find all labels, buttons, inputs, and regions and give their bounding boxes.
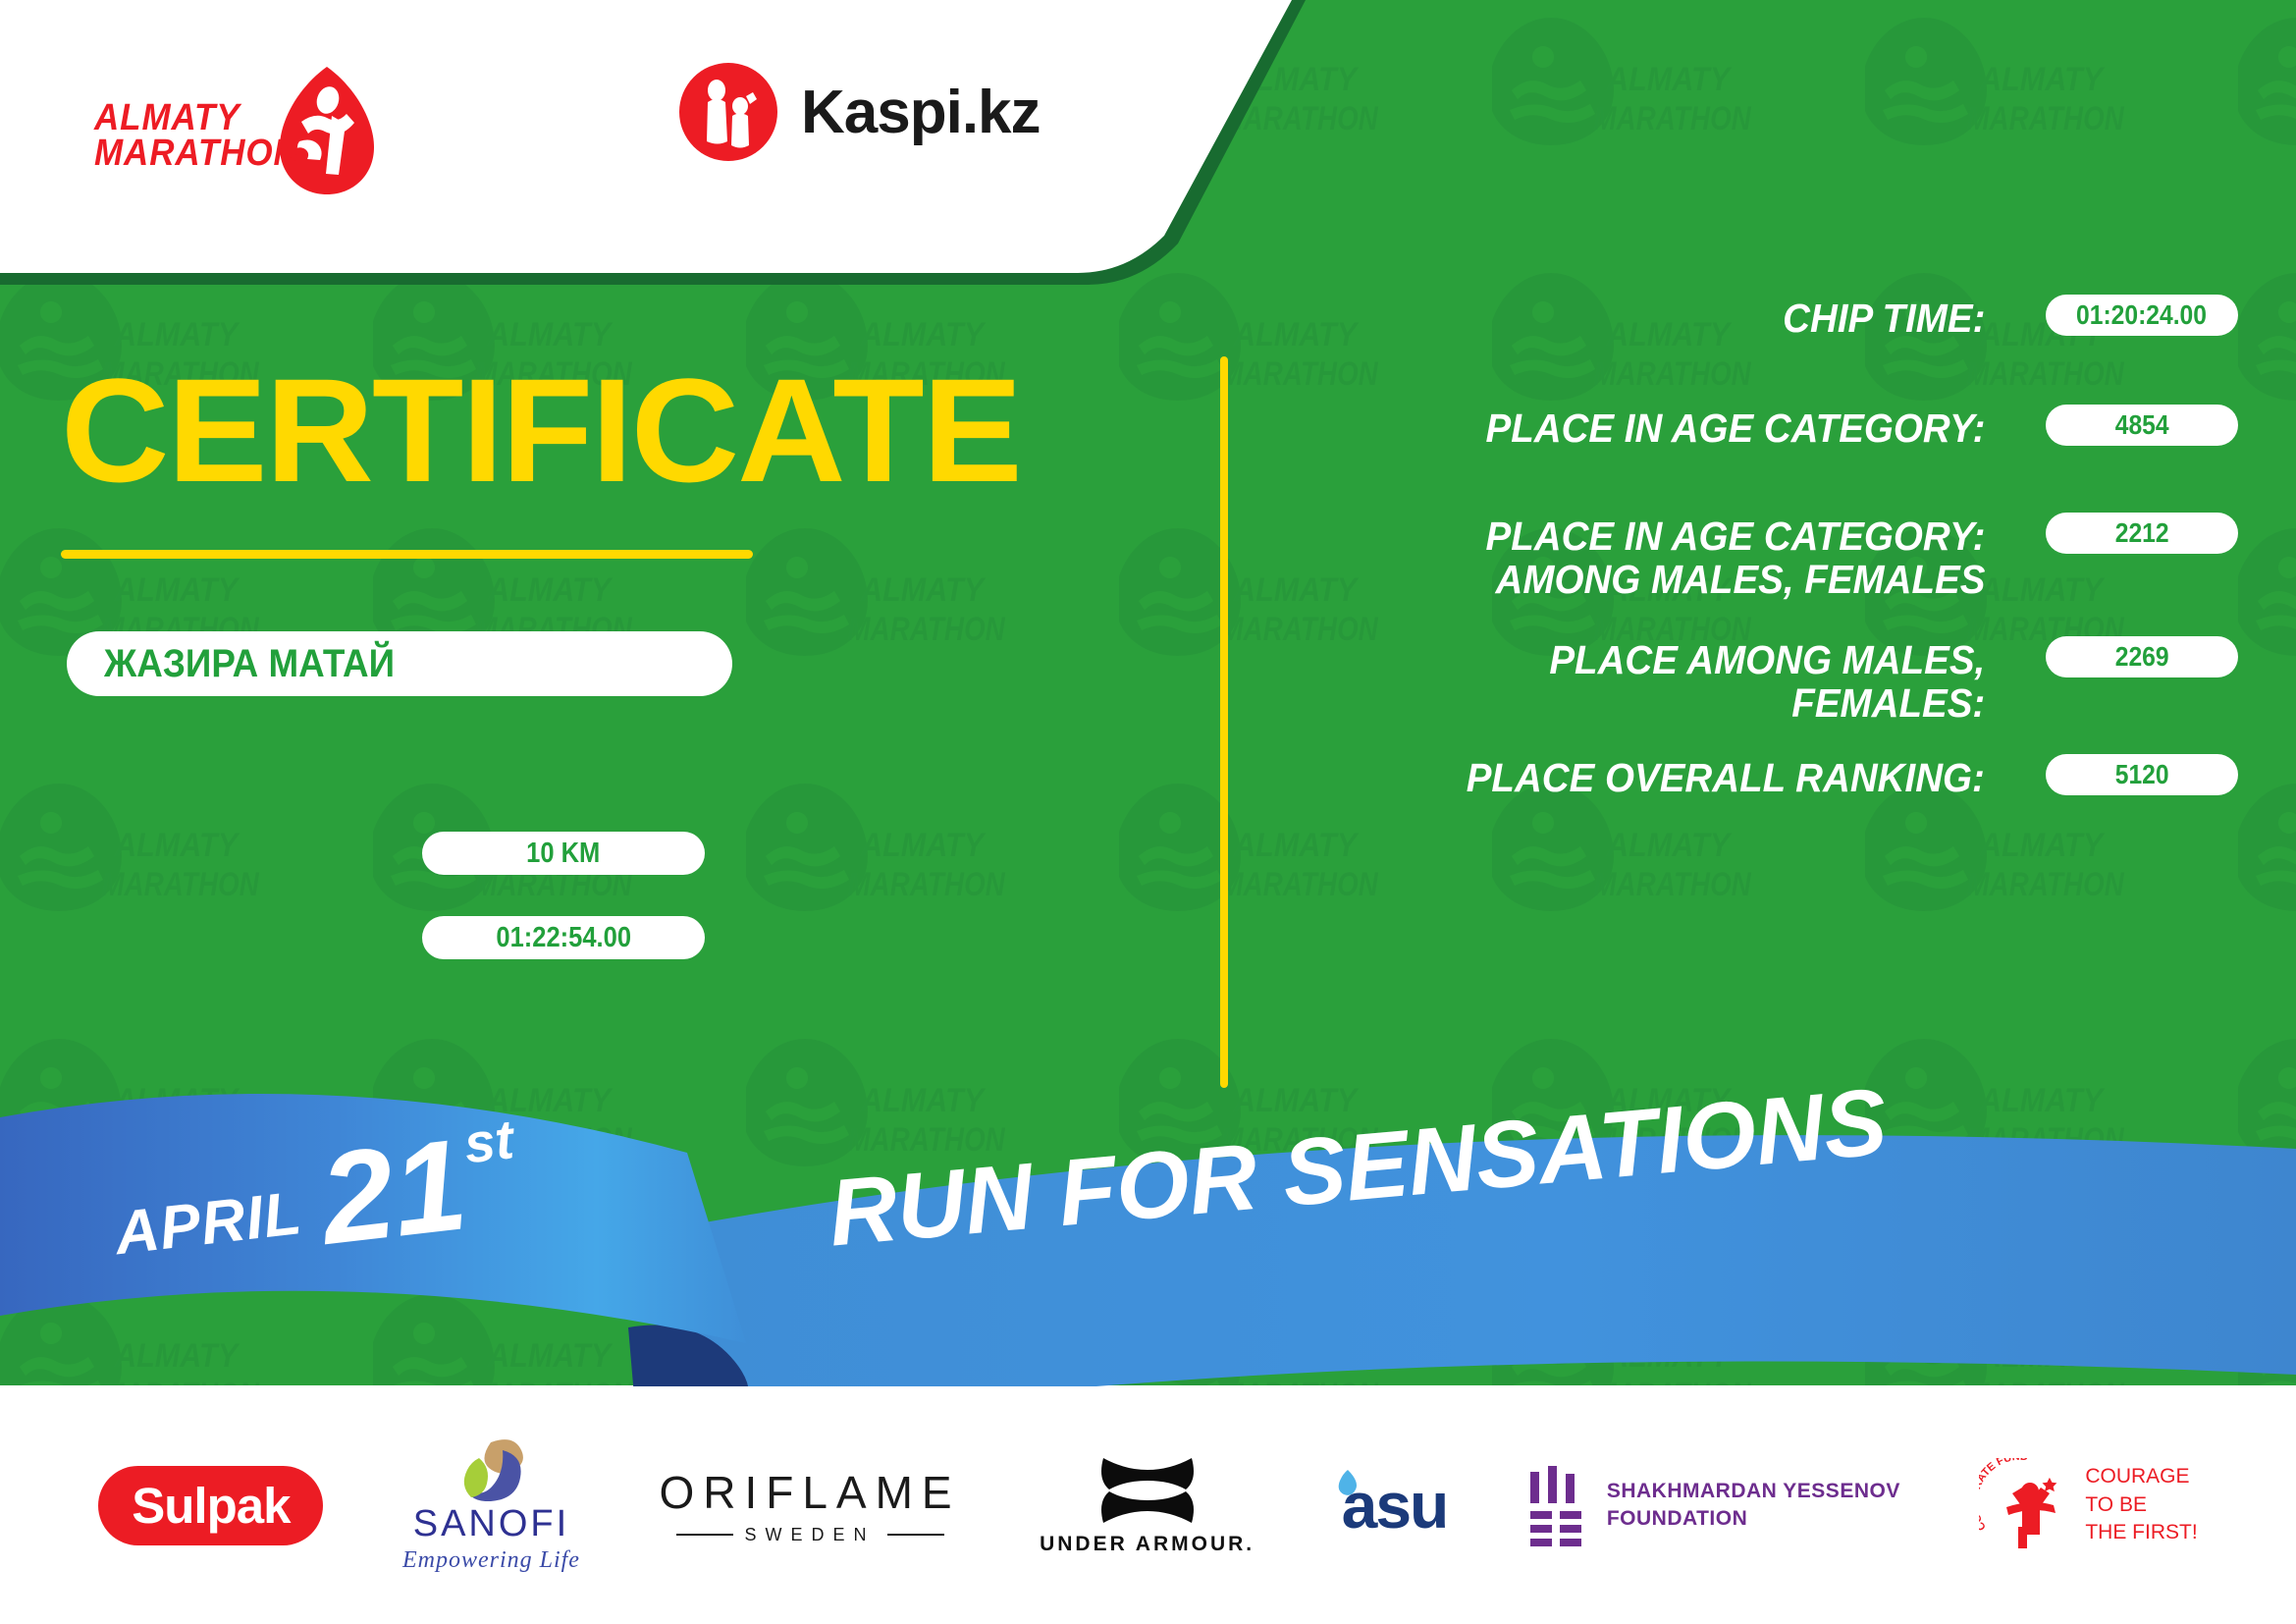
sulpak-wordmark: Sulpak <box>132 1477 291 1534</box>
oriflame-wordmark: ORIFLAME <box>659 1466 961 1518</box>
place-age-category-value: 4854 <box>2114 409 2169 440</box>
under-armour-wordmark: UNDER ARMOUR. <box>1040 1533 1255 1555</box>
almaty-line: ALMATY <box>94 97 240 138</box>
finish-time-value: 01:22:54.00 <box>496 921 631 953</box>
sponsor-yessenov-foundation: SHAKHMARDAN YESSENOV FOUNDATION <box>1526 1464 1900 1546</box>
title-underline <box>61 550 753 559</box>
courage-line1: COURAGE <box>2085 1465 2190 1489</box>
asu-wordmark: asu <box>1341 1469 1450 1542</box>
place-overall-value: 5120 <box>2114 759 2169 789</box>
chip-time-label: CHIP TIME: <box>1782 296 1985 341</box>
yessenov-line2: FOUNDATION <box>1606 1507 1748 1530</box>
courage-line3: THE FIRST! <box>2085 1521 2198 1544</box>
participant-name: ЖАЗИРА МАТАЙ <box>104 641 396 685</box>
place-among-gender-value-pill: 2269 <box>2046 636 2238 677</box>
sanofi-wordmark: SANOFI <box>412 1503 570 1544</box>
place-overall-value-pill: 5120 <box>2046 754 2238 795</box>
sanofi-tagline: Empowering Life <box>401 1547 580 1573</box>
place-age-category-gender-label: PLACE IN AGE CATEGORY: AMONG MALES, FEMA… <box>1485 514 1985 603</box>
sponsor-sulpak: Sulpak <box>98 1465 324 1545</box>
certificate-background: ALMATY MARATHON <box>0 0 2296 1385</box>
distance-value-pill: 10 KM <box>422 832 705 875</box>
finish-time-value-pill: 01:22:54.00 <box>422 916 705 959</box>
oriflame-rule-right <box>886 1534 944 1536</box>
distance-value: 10 KM <box>526 837 601 869</box>
place-overall-label: PLACE OVERALL RANKING: <box>1466 755 1985 800</box>
yessenov-line1: SHAKHMARDAN YESSENOV <box>1606 1479 1900 1502</box>
almaty-marathon-wordmark: ALMATY MARATHON <box>94 97 299 175</box>
place-age-category-gender-value-pill: 2212 <box>2046 513 2238 554</box>
chip-time-value: 01:20:24.00 <box>2076 299 2208 330</box>
sanofi-bird-icon <box>464 1439 524 1501</box>
almaty-marathon-logo: ALMATY MARATHON <box>86 39 391 194</box>
under-armour-icon <box>1100 1458 1194 1523</box>
vertical-divider <box>1220 356 1228 1088</box>
place-among-gender-value: 2269 <box>2114 641 2169 672</box>
green-panel-shape: ALMATY MARATHON <box>0 0 2296 1385</box>
courage-wordmark: COURAGE TO BE THE FIRST! <box>2085 1463 2197 1546</box>
event-day-suffix: st <box>460 1108 517 1175</box>
yessenov-bars-icon <box>1529 1466 1581 1546</box>
marathon-line: MARATHON <box>94 133 299 175</box>
place-among-gender-label: PLACE AMONG MALES, FEMALES: <box>1549 637 1985 727</box>
courage-runner-icon: CORPORATE FUND <box>1979 1458 2057 1548</box>
sulpak-badge: Sulpak <box>98 1465 324 1545</box>
courage-line2: TO BE <box>2085 1492 2147 1516</box>
event-day: 21 <box>313 1111 474 1272</box>
participant-name-field: ЖАЗИРА МАТАЙ <box>67 631 732 696</box>
sponsor-courage-fund: CORPORATE FUND COURAGE TO BE THE FIRST! <box>1979 1458 2198 1552</box>
place-age-category-value-pill: 4854 <box>2046 405 2238 446</box>
certificate-header: ALMATY MARATHON Kaspi.kz <box>0 0 1306 295</box>
chip-time-value-pill: 01:20:24.00 <box>2046 295 2238 336</box>
kaspi-wordmark: Kaspi.kz <box>801 78 1041 146</box>
oriflame-tagline: SWEDEN <box>744 1524 876 1544</box>
oriflame-sub: SWEDEN <box>675 1524 944 1545</box>
place-age-category-gender-value: 2212 <box>2114 517 2169 548</box>
sponsor-sanofi: SANOFI Empowering Life <box>402 1436 580 1574</box>
kaspi-family-icon <box>679 63 777 161</box>
sponsor-under-armour: UNDER ARMOUR. <box>1040 1454 1255 1556</box>
yessenov-wordmark: SHAKHMARDAN YESSENOV FOUNDATION <box>1607 1478 1900 1534</box>
event-ribbon <box>0 1093 2296 1424</box>
oriflame-rule-left <box>675 1534 733 1536</box>
asu-droplet-icon <box>1338 1470 1357 1495</box>
runner-drop-icon <box>280 67 374 194</box>
place-age-category-label: PLACE IN AGE CATEGORY: <box>1485 406 1985 451</box>
kaspi-logo: Kaspi.kz <box>677 61 1041 163</box>
sponsor-oriflame: ORIFLAME SWEDEN <box>659 1466 960 1545</box>
sponsor-bar: Sulpak SANOFI Empowering Life ORIFLAME S… <box>0 1386 2296 1624</box>
sponsor-asu: asu <box>1334 1468 1450 1543</box>
event-month: APRIL <box>111 1179 306 1269</box>
page-title: CERTIFICATE <box>61 348 1023 513</box>
